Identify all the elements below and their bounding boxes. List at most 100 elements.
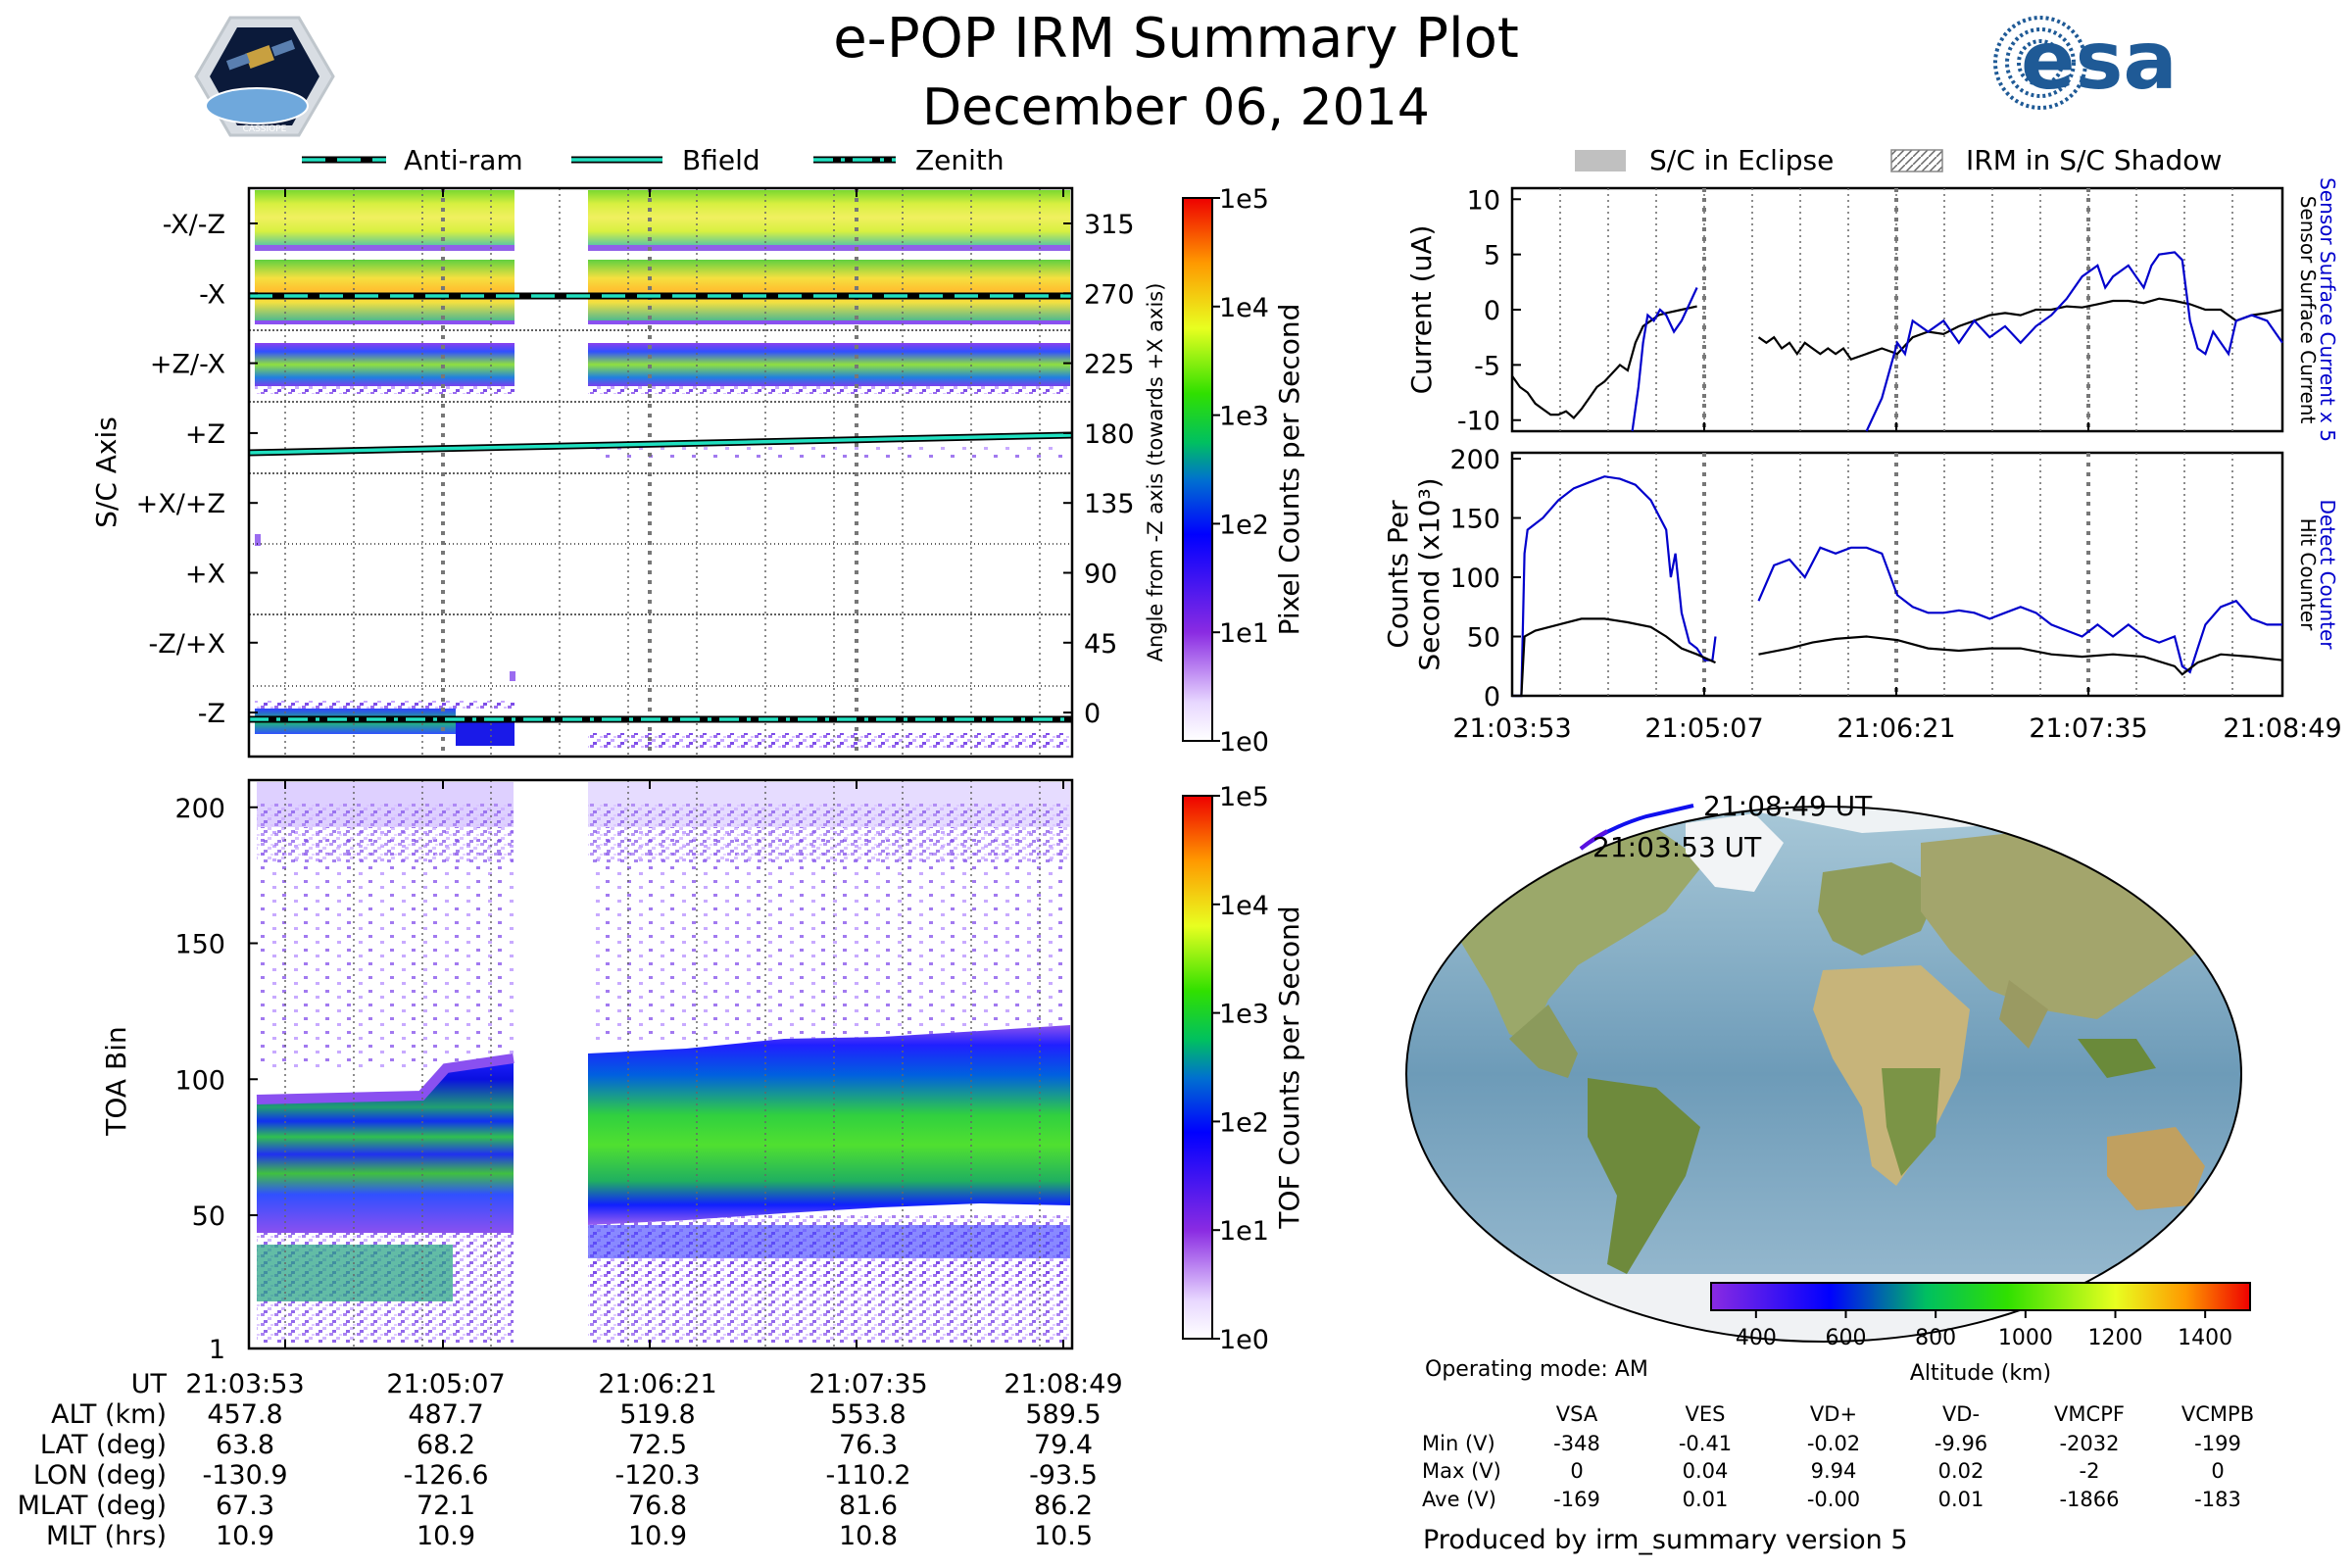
voltage-cell: -199 xyxy=(2194,1432,2241,1455)
ytick-label: -5 xyxy=(1474,351,1500,381)
tof-colorbar-label: TOF Counts per Second xyxy=(1273,906,1305,1229)
colorbar-tick-label: 1e0 xyxy=(1219,727,1269,758)
colorbar-tick-label: 1e5 xyxy=(1219,184,1269,215)
current-right-label-1: Sensor Surface Current x 5 xyxy=(2316,177,2339,442)
voltage-cell: 0.01 xyxy=(1938,1488,1984,1511)
toa-ylabel: TOA Bin xyxy=(100,1026,132,1136)
counts-right-label-1: Detect Counter xyxy=(2316,500,2339,651)
angle-axis-label: Angle from -Z axis (towards +X axis) xyxy=(1144,283,1167,662)
counts-yticks: 200 150 100 50 0 xyxy=(1449,445,1521,712)
ytick-label: -10 xyxy=(1457,407,1500,437)
series-line xyxy=(1631,287,1698,432)
map-start-label: 21:03:53 UT xyxy=(1592,831,1762,863)
voltage-cell: 0 xyxy=(1570,1459,1583,1483)
voltage-row-label: Max (V) xyxy=(1422,1459,1501,1483)
ephemeris-cell: 519.8 xyxy=(619,1399,695,1430)
voltage-cell: -9.96 xyxy=(1935,1432,1987,1455)
angle-tick-label: 90 xyxy=(1084,560,1117,590)
voltage-cell: 0.04 xyxy=(1683,1459,1729,1483)
colorbar-tick-label: 1e1 xyxy=(1219,1216,1269,1247)
ephemeris-cell: 457.8 xyxy=(207,1399,282,1430)
ephemeris-row-label: UT xyxy=(131,1369,168,1399)
altitude-colorbar-ticks: 400 600 800 1000 1200 1400 xyxy=(1736,1310,2232,1350)
voltage-cell: 0.01 xyxy=(1683,1488,1729,1511)
counts-panel xyxy=(1510,451,2284,698)
voltage-cell: -0.02 xyxy=(1807,1432,1860,1455)
ephemeris-row-label: LAT (deg) xyxy=(40,1430,167,1460)
ephemeris-cell: 67.3 xyxy=(216,1491,274,1521)
voltage-header: VD- xyxy=(1942,1402,1980,1426)
angle-tick-label: 0 xyxy=(1084,699,1101,729)
ytick-label: 150 xyxy=(1449,505,1500,535)
sc-angle-labels: 315 270 225 180 135 90 45 0 xyxy=(1063,210,1135,729)
legend-bfield-label: Bfield xyxy=(682,144,760,176)
ephemeris-cell: 21:08:49 xyxy=(1004,1369,1122,1399)
ephemeris-cell: 81.6 xyxy=(839,1491,898,1521)
world-map xyxy=(1405,804,2242,1343)
toa-yticks: 200 150 100 50 1 xyxy=(174,794,258,1365)
sc-axis-tick-label: +Z/-X xyxy=(150,350,225,380)
ytick-label: 200 xyxy=(1449,445,1500,475)
ephemeris-cell: 487.7 xyxy=(408,1399,483,1430)
voltage-header: VCMPB xyxy=(2181,1402,2254,1426)
voltage-cell: -2 xyxy=(2080,1459,2100,1483)
altitude-colorbar-label: Altitude (km) xyxy=(1910,1361,2051,1386)
sc-axis-tick-label: +Z xyxy=(185,419,225,450)
ephemeris-cell: 21:05:07 xyxy=(386,1369,505,1399)
ephemeris-cell: 10.5 xyxy=(1034,1521,1093,1551)
right-xticks: 21:03:53 21:05:07 21:06:21 21:07:35 21:08:49 xyxy=(1452,422,2342,744)
ephemeris-cell: 589.5 xyxy=(1025,1399,1101,1430)
ephemeris-cell: -93.5 xyxy=(1029,1460,1098,1491)
ephemeris-cell: 10.9 xyxy=(628,1521,687,1551)
counts-ylabel-line2: Second (x10³) xyxy=(1413,477,1446,670)
page-title: e-POP IRM Summary Plot xyxy=(833,7,1519,71)
voltage-cell: -183 xyxy=(2194,1488,2241,1511)
series-line xyxy=(1865,251,2283,432)
angle-tick-label: 270 xyxy=(1084,279,1135,310)
series-line xyxy=(1512,617,1716,698)
ephemeris-row-label: MLT (hrs) xyxy=(46,1521,167,1551)
counts-ylabel-line1: Counts Per xyxy=(1382,500,1414,649)
angle-tick-label: 135 xyxy=(1084,489,1135,519)
ephemeris-cell: 79.4 xyxy=(1034,1430,1093,1460)
voltage-header: VSA xyxy=(1556,1402,1598,1426)
current-ylabel: Current (uA) xyxy=(1405,225,1438,395)
legend-left: Anti-ram Bfield Zenith xyxy=(302,144,1004,176)
ephemeris-cell: -126.6 xyxy=(403,1460,488,1491)
ut-tick-label: 21:06:21 xyxy=(1837,713,1955,744)
colorbar-tick-label: 1e0 xyxy=(1219,1325,1269,1355)
legend-antiram-label: Anti-ram xyxy=(404,144,523,176)
legend-right: S/C in Eclipse IRM in S/C Shadow xyxy=(1575,144,2222,176)
logo-left-text: CASSIOPE xyxy=(243,124,287,134)
voltage-table: VSA VES VD+ VD- VMCPF VCMPB Min (V) -348 -0.41 -0… xyxy=(1422,1402,2254,1511)
current-right-label-2: Sensor Surface Current xyxy=(2296,196,2320,424)
ephemeris-cell: -130.9 xyxy=(202,1460,287,1491)
voltage-cell: -169 xyxy=(1553,1488,1600,1511)
esa-logo-text: esa xyxy=(2021,15,2178,108)
ephemeris-cell: 76.8 xyxy=(628,1491,687,1521)
ephemeris-row-label: LON (deg) xyxy=(33,1460,167,1491)
ytick-label: 0 xyxy=(1484,296,1500,326)
sc-axis-ylabel: S/C Axis xyxy=(90,416,122,528)
pixel-colorbar-ticks: 1e5 1e4 1e3 1e2 1e1 1e0 xyxy=(1212,184,1269,758)
voltage-row-label: Ave (V) xyxy=(1422,1488,1496,1511)
altitude-tick-label: 1200 xyxy=(2088,1326,2143,1350)
map-end-label: 21:08:49 UT xyxy=(1703,790,1873,822)
toa-tick-label: 200 xyxy=(174,794,225,824)
colorbar-tick-label: 1e3 xyxy=(1219,402,1269,432)
sc-axis-tick-label: -X/-Z xyxy=(163,210,225,240)
sc-axis-ylabels: -X/-Z -X +Z/-X +Z +X/+Z +X -Z/+X -Z xyxy=(136,210,258,729)
voltage-cell: 0 xyxy=(2211,1459,2224,1483)
colorbar-tick-label: 1e5 xyxy=(1219,782,1269,812)
current-yticks: 10 5 0 -5 -10 xyxy=(1457,185,1521,437)
bfield-overlay xyxy=(248,433,1073,455)
cassiope-logo: CASSIOPE xyxy=(194,16,335,137)
sc-axis-tick-label: -Z/+X xyxy=(149,629,225,660)
voltage-cell: -1866 xyxy=(2059,1488,2119,1511)
colorbar-tick-label: 1e1 xyxy=(1219,618,1269,649)
legend-shadow-swatch xyxy=(1890,149,1943,172)
tof-colorbar-ticks: 1e5 1e4 1e3 1e2 1e1 1e0 xyxy=(1212,782,1269,1355)
ephemeris-cell: 72.1 xyxy=(416,1491,475,1521)
altitude-tick-label: 1000 xyxy=(1998,1326,2053,1350)
